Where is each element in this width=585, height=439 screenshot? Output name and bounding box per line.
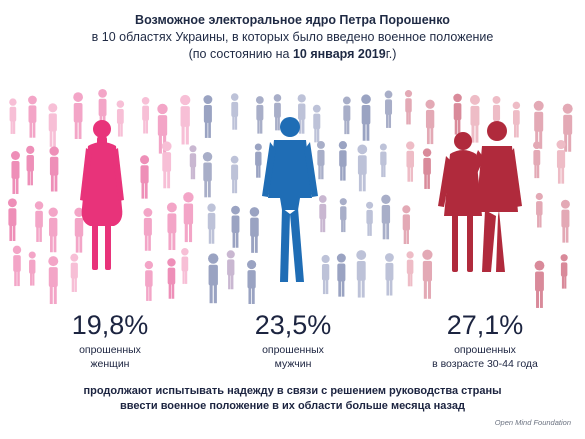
background-person bbox=[560, 254, 568, 289]
background-person bbox=[226, 250, 235, 290]
background-person bbox=[406, 141, 415, 182]
footer-text: продолжают испытывать надежду в связи с … bbox=[83, 385, 502, 412]
background-people bbox=[7, 89, 573, 308]
background-person bbox=[249, 207, 260, 253]
stat-women: 19,8% опрошенных женщин bbox=[45, 310, 175, 371]
stat-men: 23,5% опрошенных мужчин bbox=[228, 310, 358, 371]
background-person bbox=[381, 194, 391, 240]
background-person bbox=[512, 101, 521, 138]
background-person bbox=[406, 251, 414, 287]
background-person bbox=[48, 103, 58, 147]
background-person bbox=[183, 192, 194, 243]
background-person bbox=[230, 155, 239, 194]
background-person bbox=[339, 198, 347, 233]
background-person bbox=[404, 90, 413, 125]
background-person bbox=[203, 95, 213, 138]
background-person bbox=[48, 256, 59, 305]
background-person bbox=[562, 103, 573, 152]
background-person bbox=[9, 98, 17, 134]
background-person bbox=[166, 202, 177, 251]
background-person bbox=[312, 104, 321, 143]
background-person bbox=[74, 207, 84, 253]
background-person bbox=[402, 205, 411, 245]
background-person bbox=[338, 141, 348, 181]
background-person bbox=[385, 253, 394, 296]
background-person bbox=[116, 100, 125, 137]
background-person bbox=[157, 103, 168, 154]
date: 10 января 2019 bbox=[292, 47, 386, 61]
background-person bbox=[141, 96, 150, 134]
woman-figure bbox=[80, 120, 124, 270]
header: Возможное электоральное ядро Петра Порош… bbox=[0, 12, 585, 63]
background-person bbox=[321, 254, 330, 295]
background-person bbox=[384, 90, 393, 128]
background-person bbox=[533, 100, 544, 149]
background-person bbox=[26, 145, 35, 186]
background-person bbox=[560, 199, 570, 243]
background-person bbox=[273, 94, 282, 131]
background-person bbox=[73, 92, 83, 139]
background-person bbox=[144, 260, 154, 301]
background-person bbox=[7, 198, 17, 242]
background-person bbox=[361, 94, 371, 141]
background-person bbox=[255, 96, 264, 134]
background-person bbox=[49, 146, 59, 192]
stat-women-percent: 19,8% bbox=[71, 310, 149, 340]
background-person bbox=[48, 207, 58, 253]
background-person bbox=[379, 143, 387, 178]
background-person bbox=[316, 140, 325, 180]
background-person bbox=[318, 195, 327, 233]
background-person bbox=[422, 249, 433, 299]
background-person bbox=[180, 94, 191, 145]
background-person bbox=[425, 99, 435, 145]
background-person bbox=[254, 143, 262, 178]
crowd-illustration bbox=[7, 89, 573, 308]
background-person bbox=[469, 94, 480, 143]
background-person bbox=[230, 93, 239, 130]
background-person bbox=[453, 93, 462, 135]
background-person bbox=[70, 253, 79, 292]
background-person bbox=[161, 141, 172, 189]
subtitle-line: в 10 областях Украины, в которых было вв… bbox=[91, 30, 494, 44]
background-person bbox=[12, 245, 22, 287]
subtitle-date-line: (по состоянию на 10 января 2019г.) bbox=[188, 47, 397, 61]
background-person bbox=[533, 141, 541, 179]
background-person bbox=[28, 95, 37, 138]
stat-age-percent: 27,1% bbox=[446, 310, 524, 340]
background-person bbox=[342, 96, 351, 135]
background-person bbox=[189, 145, 197, 180]
stat-age: 27,1% опрошенных в возрасте 30-44 года bbox=[405, 310, 565, 371]
stat-women-label: опрошенных женщин bbox=[79, 344, 141, 370]
brand-label: Open Mind Foundation bbox=[494, 418, 571, 427]
background-person bbox=[556, 139, 566, 184]
chart-title: Возможное электоральное ядро Петра Порош… bbox=[135, 13, 450, 27]
background-person bbox=[140, 155, 150, 199]
background-person bbox=[534, 260, 545, 308]
background-person bbox=[297, 94, 306, 134]
background-person bbox=[366, 201, 374, 236]
background-person bbox=[167, 258, 176, 299]
background-person bbox=[143, 208, 153, 251]
background-person bbox=[207, 203, 216, 244]
background-person bbox=[356, 250, 367, 298]
stat-men-percent: 23,5% bbox=[254, 310, 332, 340]
man-figure bbox=[262, 117, 318, 282]
background-person bbox=[208, 253, 219, 304]
background-person bbox=[231, 205, 240, 248]
stat-men-label: опрошенных мужчин bbox=[262, 344, 324, 370]
stat-age-label: опрошенных в возрасте 30-44 года bbox=[432, 344, 538, 370]
background-person bbox=[535, 192, 543, 228]
background-person bbox=[357, 144, 368, 192]
background-person bbox=[181, 248, 189, 284]
background-person bbox=[247, 259, 257, 304]
background-person bbox=[28, 251, 36, 286]
background-person bbox=[11, 151, 20, 194]
background-person bbox=[422, 148, 432, 189]
couple-figure bbox=[438, 121, 522, 272]
background-person bbox=[34, 201, 44, 242]
background-person bbox=[202, 152, 213, 198]
background-person bbox=[336, 253, 346, 297]
